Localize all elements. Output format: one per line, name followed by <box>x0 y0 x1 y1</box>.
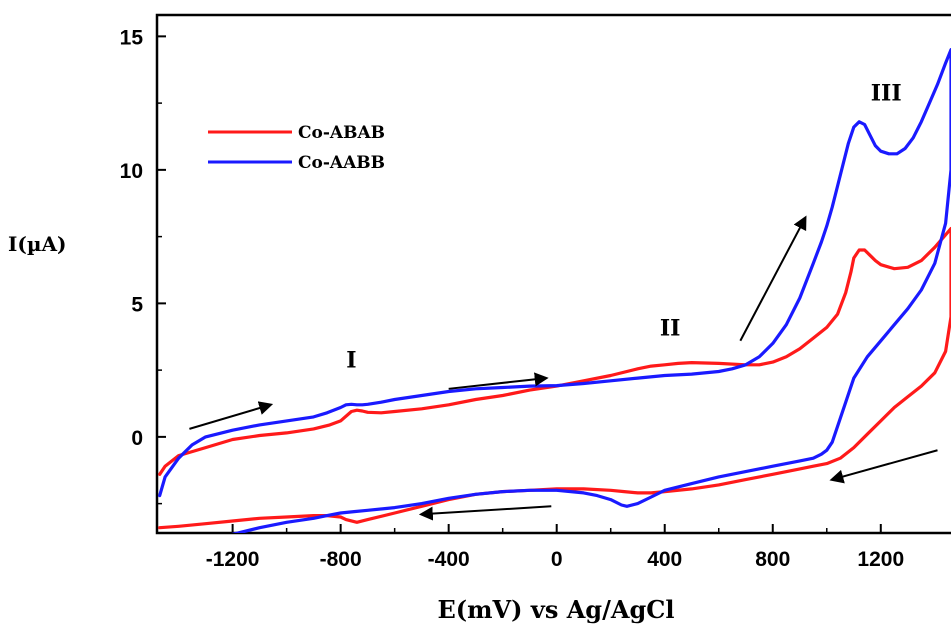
series-line-co-abab <box>158 227 951 530</box>
annotation-arrows <box>189 215 938 521</box>
series-layer <box>158 48 951 533</box>
y-tick-label: 5 <box>131 293 143 316</box>
plot-frame <box>155 13 951 535</box>
peak-label: I <box>346 347 356 373</box>
x-tick-label: -800 <box>320 548 362 571</box>
scan-direction-arrow <box>418 505 552 521</box>
x-tick-label: 0 <box>551 548 563 571</box>
x-tick-label: -1200 <box>206 548 260 571</box>
axis-ticks: -1200 -800 -400 0 400 800 1200 0 5 10 15 <box>120 26 905 571</box>
legend-label-co-aabb: Co-AABB <box>298 153 385 173</box>
legend-label-co-abab: Co-ABAB <box>298 123 385 143</box>
x-tick-label: 400 <box>647 548 682 571</box>
scan-direction-arrow <box>739 215 807 342</box>
x-axis-label: E(mV) vs Ag/AgCl <box>438 595 675 624</box>
y-tick-label: 15 <box>120 26 144 49</box>
series-line-co-aabb <box>158 48 951 533</box>
x-tick-label: 1200 <box>857 548 904 571</box>
scan-direction-arrow <box>829 449 938 484</box>
x-tick-label: 800 <box>755 548 790 571</box>
peak-label: II <box>660 315 681 341</box>
legend: Co-ABAB Co-AABB <box>208 123 385 173</box>
y-tick-label: 0 <box>131 427 143 450</box>
x-tick-label: -400 <box>428 548 470 571</box>
peak-label: III <box>871 80 902 106</box>
scan-direction-arrow <box>189 401 274 430</box>
y-axis-label: I(µA) <box>8 232 66 256</box>
scan-direction-arrow <box>448 372 549 390</box>
y-tick-label: 10 <box>120 160 143 183</box>
